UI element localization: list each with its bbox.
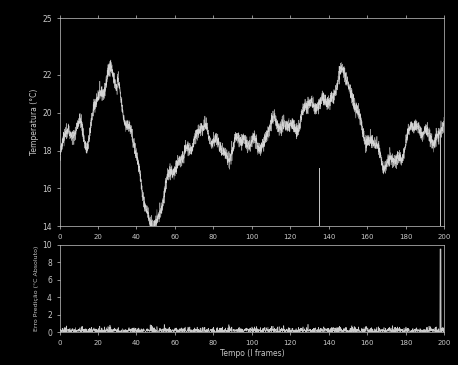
Y-axis label: Temperatura (°C): Temperatura (°C)	[31, 89, 39, 155]
X-axis label: Tempo (I frames): Tempo (I frames)	[219, 349, 284, 358]
Y-axis label: Erro Predição (°C Absoluto): Erro Predição (°C Absoluto)	[34, 246, 39, 331]
